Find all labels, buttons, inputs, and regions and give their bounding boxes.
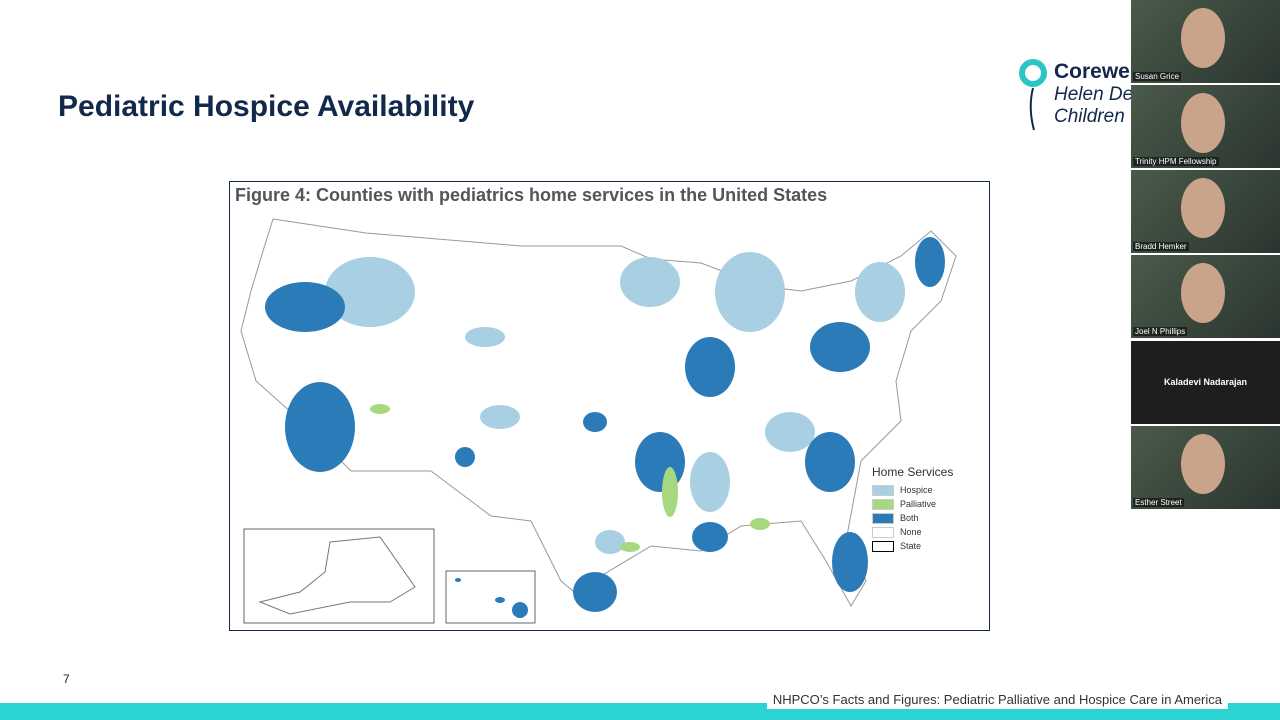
participant-tile: Joel N Phillips bbox=[1131, 255, 1280, 338]
participant-video bbox=[1181, 434, 1225, 494]
participant-name: Bradd Hemker bbox=[1133, 242, 1189, 251]
page-number: 7 bbox=[63, 672, 70, 686]
participant-name: Joel N Phillips bbox=[1133, 327, 1188, 336]
participant-video bbox=[1181, 178, 1225, 238]
logo: Corewe Helen De Children bbox=[1018, 58, 1131, 138]
participant-tile: Esther Street bbox=[1131, 426, 1280, 509]
legend-swatch bbox=[872, 484, 894, 496]
participant-tile: Trinity HPM Fellowship bbox=[1131, 85, 1280, 168]
legend-label: Both bbox=[900, 513, 919, 523]
participant-name: Kaladevi Nadarajan bbox=[1163, 377, 1248, 387]
source-note: NHPCO’s Facts and Figures: Pediatric Pal… bbox=[766, 690, 1228, 709]
participant-tile: Susan Grice bbox=[1131, 0, 1280, 83]
legend-item: Palliative bbox=[872, 497, 953, 511]
legend-swatch bbox=[872, 526, 894, 538]
legend-label: None bbox=[900, 527, 922, 537]
legend-item: Both bbox=[872, 511, 953, 525]
legend-swatch bbox=[872, 498, 894, 510]
participant-video bbox=[1181, 8, 1225, 68]
us-map bbox=[240, 218, 957, 624]
participant-video bbox=[1181, 93, 1225, 153]
legend-label: State bbox=[900, 541, 922, 551]
legend-item: None bbox=[872, 525, 953, 539]
legend-item: Hospice bbox=[872, 483, 953, 497]
logo-text: Corewe bbox=[1054, 60, 1130, 83]
logo-text: Children bbox=[1054, 106, 1125, 127]
figure-title: Figure 4: Counties with pediatrics home … bbox=[235, 185, 828, 205]
participant-name: Susan Grice bbox=[1133, 72, 1182, 81]
participant-tile: Kaladevi Nadarajan bbox=[1131, 341, 1280, 424]
participant-panel: Susan Grice Trinity HPM Fellowship Bradd H… bbox=[1131, 0, 1280, 512]
figure: Figure 4: Counties with pediatrics home … bbox=[229, 181, 990, 631]
legend-label: Hospice bbox=[900, 485, 933, 495]
participant-name: Esther Street bbox=[1133, 498, 1184, 507]
legend-swatch bbox=[872, 540, 894, 552]
legend-label: Palliative bbox=[900, 499, 937, 509]
participant-video bbox=[1181, 263, 1225, 323]
legend-item: State bbox=[872, 539, 953, 553]
logo-mark bbox=[1019, 59, 1047, 131]
logo-text: Helen De bbox=[1054, 84, 1131, 105]
legend-swatch bbox=[872, 512, 894, 524]
legend-title: Home Services bbox=[872, 465, 954, 479]
legend: Home Services Hospice Palliative Both None S… bbox=[872, 465, 953, 553]
participant-tile: Bradd Hemker bbox=[1131, 170, 1280, 253]
participant-name: Trinity HPM Fellowship bbox=[1133, 157, 1219, 166]
slide-title: Pediatric Hospice Availability bbox=[58, 90, 475, 123]
